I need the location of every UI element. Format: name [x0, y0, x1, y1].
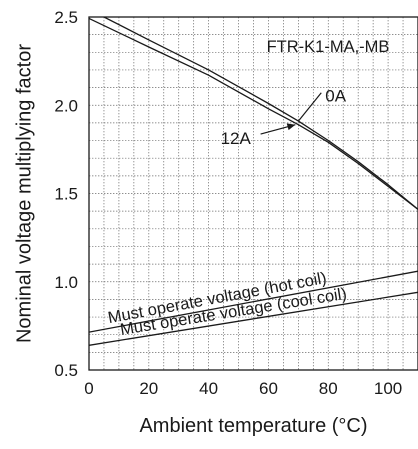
- x-axis-label: Ambient temperature (°C): [139, 415, 367, 437]
- y-tick-label: 0.5: [54, 361, 78, 380]
- x-tick-label: 20: [139, 379, 158, 398]
- y-tick-label: 1.0: [54, 273, 78, 292]
- ticks: 0 20 40 60 80 100 0.5 1.0 1.5 2.0 2.5: [54, 8, 402, 398]
- annotation-12a-arrowhead: [286, 123, 296, 131]
- annotation-0a-leader: [297, 92, 322, 122]
- y-tick-label: 2.5: [54, 8, 78, 27]
- annotation-0a: 0A: [325, 87, 346, 106]
- series-line-cool: [89, 291, 418, 346]
- model-annotation: FTR-K1-MA,-MB: [267, 38, 390, 56]
- series-line-12a: [89, 17, 418, 210]
- plot-frame: [88, 16, 418, 371]
- annotation-12a: 12A: [221, 129, 252, 148]
- y-tick-label: 2.0: [54, 96, 78, 115]
- y-axis-label: Nominal voltage multiplying factor: [13, 44, 35, 343]
- x-tick-label: 0: [84, 379, 93, 398]
- x-tick-label: 100: [374, 379, 402, 398]
- y-tick-label: 1.5: [54, 185, 78, 204]
- x-tick-label: 40: [199, 379, 218, 398]
- x-tick-label: 60: [259, 379, 278, 398]
- x-tick-label: 80: [319, 379, 338, 398]
- series-line-hot: [89, 270, 418, 333]
